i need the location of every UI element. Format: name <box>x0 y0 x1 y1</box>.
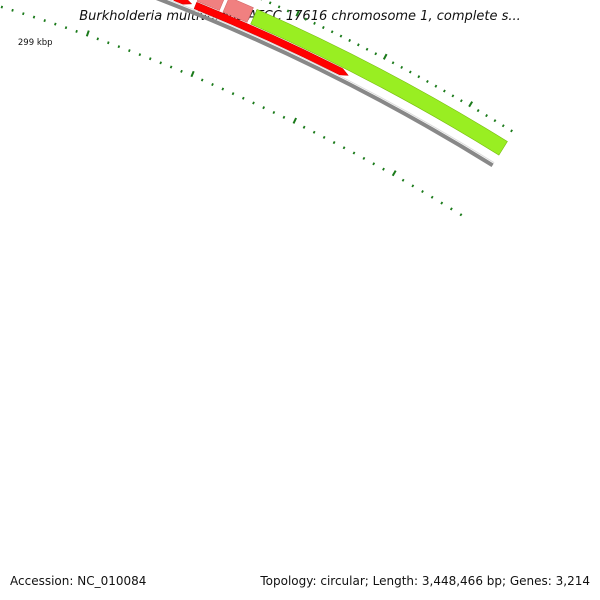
genome-summary-text: Topology: circular; Length: 3,448,466 bp… <box>260 574 590 588</box>
inner-minor-tick <box>430 195 434 199</box>
inner-minor-tick <box>148 57 152 61</box>
inner-minor-tick <box>169 65 173 69</box>
outer-minor-tick <box>391 61 395 65</box>
inner-minor-tick <box>64 26 68 30</box>
inner-minor-tick <box>43 19 46 23</box>
outer-minor-tick <box>268 1 272 5</box>
inner-minor-tick <box>75 29 78 33</box>
inner-minor-tick <box>449 207 453 211</box>
outer-minor-tick <box>374 52 378 56</box>
inner-minor-tick <box>0 5 4 9</box>
inner-minor-tick <box>262 106 266 110</box>
inner-major-tick <box>391 170 397 177</box>
outer-minor-tick <box>348 38 352 42</box>
inner-minor-tick <box>211 83 214 87</box>
inner-minor-tick <box>159 61 163 65</box>
outer-minor-tick <box>365 47 369 51</box>
scale-kbp-label: 299 kbp <box>18 38 53 48</box>
outer-minor-tick <box>304 17 308 21</box>
inner-minor-tick <box>180 69 183 73</box>
outer-minor-tick <box>434 84 438 88</box>
inner-minor-tick <box>241 96 245 100</box>
gene-region-segment[interactable] <box>196 0 225 11</box>
inner-minor-tick <box>11 8 14 12</box>
outer-minor-tick <box>313 21 316 25</box>
outer-minor-tick <box>510 129 513 133</box>
inner-major-tick <box>190 70 195 78</box>
tick-marks <box>0 0 513 217</box>
outer-minor-tick <box>417 75 421 79</box>
inner-minor-tick <box>96 37 100 41</box>
inner-minor-tick <box>282 115 286 119</box>
accession-text: Accession: NC_010084 <box>10 574 147 588</box>
outer-major-tick <box>468 101 474 108</box>
outer-major-tick <box>382 53 388 60</box>
scale-labels: 292 kbp293 kbp294 kbp295 kbp296 kbp297 k… <box>18 38 53 48</box>
outer-major-tick <box>295 10 300 17</box>
inner-minor-tick <box>107 41 110 45</box>
inner-minor-tick <box>440 201 444 205</box>
inner-minor-tick <box>411 184 415 188</box>
inner-minor-tick <box>401 178 405 182</box>
outer-minor-tick <box>277 5 281 9</box>
outer-minor-tick <box>493 119 497 123</box>
inner-minor-tick <box>138 53 142 57</box>
outer-minor-tick <box>408 70 412 74</box>
inner-minor-tick <box>362 156 366 160</box>
inner-minor-tick <box>459 213 463 217</box>
inner-minor-tick <box>231 92 235 96</box>
outer-minor-tick <box>443 89 446 93</box>
highlighted-region[interactable] <box>250 9 508 156</box>
inner-minor-tick <box>352 151 356 155</box>
inner-minor-tick <box>272 110 276 115</box>
inner-minor-tick <box>22 12 25 16</box>
inner-minor-tick <box>221 87 225 91</box>
outer-minor-tick <box>356 43 360 47</box>
inner-major-tick <box>292 117 298 124</box>
inner-major-tick <box>85 30 90 37</box>
inner-minor-tick <box>312 130 316 134</box>
inner-minor-tick <box>302 125 306 129</box>
gene-region-segment[interactable] <box>222 0 254 23</box>
chromosome-backbone-highlight <box>168 0 495 164</box>
inner-minor-tick <box>117 45 121 49</box>
outer-minor-tick <box>426 79 429 83</box>
outer-minor-tick <box>400 65 404 69</box>
inner-minor-tick <box>342 146 346 150</box>
chromosome-backbone <box>155 0 494 167</box>
inner-minor-tick <box>200 78 204 82</box>
feature-tracks <box>155 0 508 167</box>
outer-minor-tick <box>459 99 463 103</box>
outer-minor-tick <box>339 34 343 38</box>
inner-minor-tick <box>252 101 255 105</box>
inner-minor-tick <box>421 190 424 194</box>
inner-minor-tick <box>382 167 385 171</box>
gene-feature-arrow[interactable] <box>193 1 349 76</box>
inner-minor-tick <box>332 140 336 145</box>
outer-minor-tick <box>476 109 480 113</box>
outer-minor-tick <box>286 9 290 13</box>
inner-minor-tick <box>322 135 326 139</box>
inner-minor-tick <box>54 22 57 26</box>
inner-minor-tick <box>128 49 131 53</box>
gene-feature-arrow[interactable] <box>173 0 193 5</box>
outer-minor-tick <box>501 124 505 128</box>
outer-minor-tick <box>485 114 488 118</box>
inner-minor-tick <box>372 162 376 166</box>
outer-minor-tick <box>321 26 325 30</box>
inner-minor-tick <box>32 15 36 19</box>
outer-minor-tick <box>451 94 455 98</box>
outer-minor-tick <box>330 30 334 34</box>
